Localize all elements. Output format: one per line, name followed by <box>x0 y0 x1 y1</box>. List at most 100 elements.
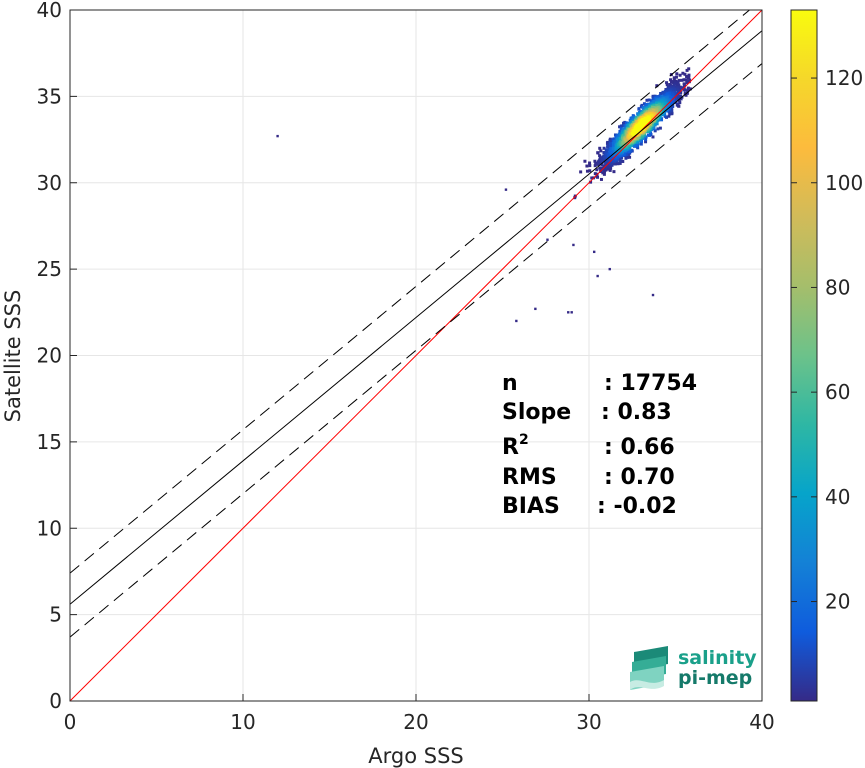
density-point <box>637 127 641 131</box>
density-point <box>598 154 602 158</box>
density-point <box>663 99 667 103</box>
density-point <box>655 109 659 113</box>
density-point <box>598 166 602 170</box>
density-point <box>670 89 674 93</box>
density-point <box>604 155 608 159</box>
density-point <box>653 129 657 133</box>
density-point <box>585 169 589 173</box>
density-point <box>585 164 589 168</box>
density-point <box>588 164 592 168</box>
density-point <box>600 166 604 170</box>
density-point <box>669 87 673 91</box>
density-point <box>660 107 664 111</box>
density-point <box>647 133 651 137</box>
density-point <box>637 112 641 116</box>
density-point <box>618 157 622 161</box>
density-point <box>687 79 691 83</box>
logo-text-salinity: salinity <box>678 647 757 669</box>
density-point <box>673 100 677 104</box>
density-point <box>686 89 690 93</box>
density-point <box>661 105 665 109</box>
density-point <box>628 132 632 136</box>
density-point <box>653 103 657 107</box>
density-point <box>682 82 686 86</box>
density-point <box>683 72 687 76</box>
density-point <box>669 78 673 82</box>
y-tick-label: 30 <box>37 171 62 195</box>
density-point <box>657 107 661 111</box>
density-point <box>618 129 622 133</box>
density-point <box>666 99 670 103</box>
density-point <box>664 88 668 92</box>
density-point <box>677 99 681 103</box>
density-point <box>649 113 653 117</box>
y-axis-label: Satellite SSS <box>1 290 25 423</box>
density-point <box>676 94 680 98</box>
density-point <box>667 91 671 95</box>
density-point <box>663 90 667 94</box>
density-point <box>651 95 655 99</box>
density-point <box>634 143 638 147</box>
density-point <box>678 101 682 105</box>
density-point <box>605 150 609 154</box>
density-point <box>626 123 630 127</box>
x-tick-label: 20 <box>403 710 428 734</box>
density-point <box>588 169 592 173</box>
x-axis-label: Argo SSS <box>368 744 463 768</box>
density-point <box>620 156 624 160</box>
outlier-point <box>567 311 570 314</box>
y-tick-label: 20 <box>37 344 62 368</box>
density-point <box>635 140 639 144</box>
density-point <box>624 121 628 125</box>
density-point <box>668 106 672 110</box>
density-point <box>609 147 613 151</box>
density-point <box>639 105 643 109</box>
density-point <box>665 96 669 100</box>
density-point <box>598 146 602 150</box>
x-tick-label: 40 <box>749 710 774 734</box>
density-point <box>631 118 635 122</box>
density-point <box>595 175 599 179</box>
density-point <box>650 123 654 127</box>
density-point <box>618 159 622 163</box>
density-point <box>635 136 639 140</box>
density-point <box>678 86 682 90</box>
density-point <box>658 126 662 130</box>
regression-line <box>70 30 762 605</box>
density-point <box>625 138 629 142</box>
density-point <box>672 83 676 87</box>
density-point <box>629 144 633 148</box>
density-point <box>676 90 680 94</box>
density-point <box>627 134 631 138</box>
stat-n-label: n <box>502 371 518 396</box>
density-point <box>601 171 605 175</box>
density-point <box>604 161 608 165</box>
density-point <box>643 124 647 128</box>
density-point <box>670 99 674 103</box>
density-point <box>607 165 611 169</box>
density-point <box>619 124 623 128</box>
wave-layers-icon <box>630 646 668 690</box>
density-point <box>624 156 628 160</box>
density-point <box>628 155 632 159</box>
density-point <box>629 149 633 153</box>
colorbar-tick-label: 40 <box>825 485 850 509</box>
density-point <box>599 177 603 181</box>
density-point <box>634 130 638 134</box>
colorbar-tick-label: 100 <box>825 171 863 195</box>
density-point <box>609 157 613 161</box>
density-point <box>612 170 616 174</box>
density-point <box>651 121 655 125</box>
logo-text-pimep: pi-mep <box>678 667 752 689</box>
colorbar-tick-label: 80 <box>825 275 850 299</box>
density-point <box>651 97 655 101</box>
density-point <box>625 153 629 157</box>
density-point <box>670 101 674 105</box>
density-point <box>621 159 625 163</box>
outlier-point <box>570 311 573 314</box>
density-points <box>276 67 692 323</box>
density-point <box>599 161 603 165</box>
density-point <box>656 127 660 131</box>
density-point <box>590 176 594 180</box>
colorbar-tick-label: 20 <box>825 590 850 614</box>
